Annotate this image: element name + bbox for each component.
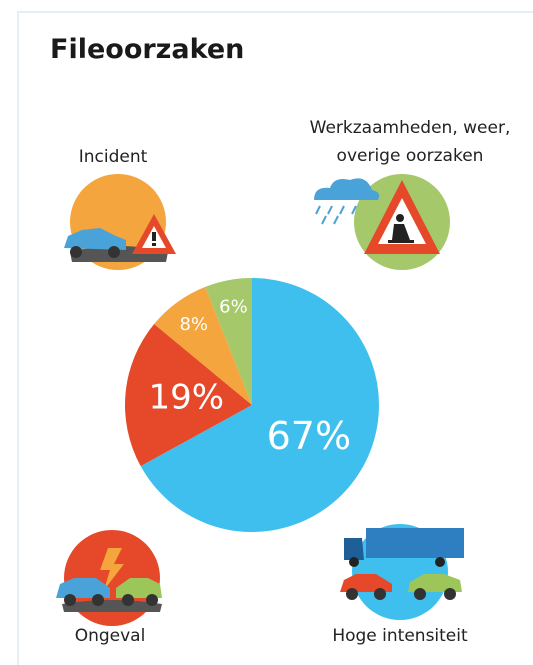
- accident-icon: [56, 530, 162, 626]
- value-label: 67%: [267, 414, 351, 458]
- frame: [17, 11, 533, 665]
- roadwork-icon: [314, 174, 450, 270]
- value-label: 19%: [148, 377, 224, 417]
- pie-slice: [140, 278, 379, 532]
- chart-title: Fileoorzaken: [50, 34, 245, 65]
- traffic-icon: [340, 524, 464, 620]
- pie-slice: [124, 324, 252, 467]
- category-label: Incident: [78, 147, 148, 167]
- category-label: Hoge intensiteit: [332, 626, 468, 646]
- incident-icon: [64, 174, 176, 270]
- pie-slice: [154, 286, 252, 405]
- pie-slice: [205, 278, 252, 405]
- value-label: 6%: [219, 297, 248, 318]
- value-label: 8%: [179, 314, 208, 335]
- category-label: Ongeval: [74, 626, 146, 646]
- category-label: Werkzaamheden, weer, overige oorzaken: [309, 118, 511, 166]
